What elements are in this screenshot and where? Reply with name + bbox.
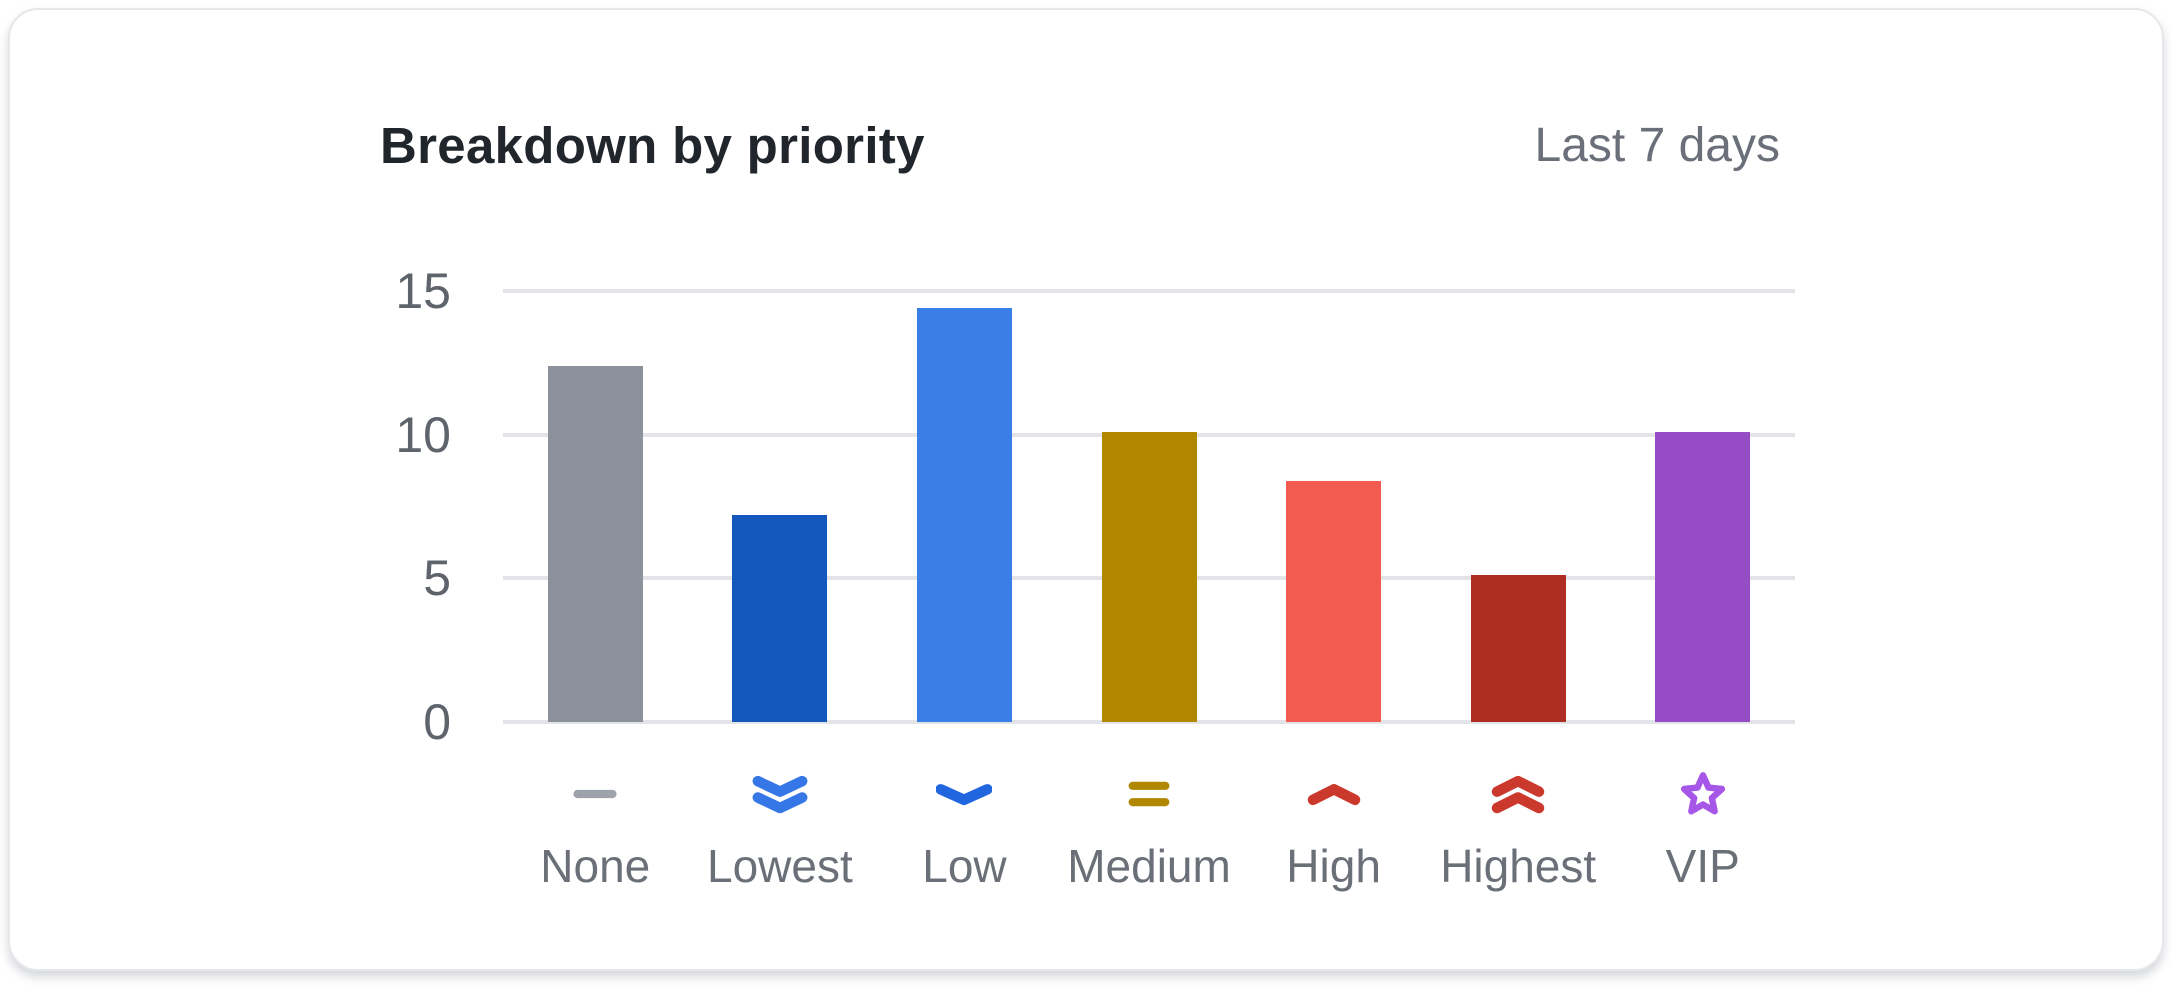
chevron-up-icon — [1306, 755, 1362, 833]
y-tick-label: 5 — [423, 550, 451, 607]
category-low: Low — [872, 755, 1057, 889]
bar-slot — [1057, 291, 1242, 722]
chart-title: Breakdown by priority — [380, 117, 925, 174]
bar-slot — [1241, 291, 1426, 722]
category-high: High — [1241, 755, 1426, 889]
equals-icon — [1121, 755, 1177, 833]
y-tick-label: 15 — [395, 263, 451, 319]
bar-low[interactable] — [916, 308, 1012, 722]
gridline — [503, 289, 1795, 293]
category-vip: VIP — [1610, 755, 1795, 889]
category-lowest: Lowest — [688, 755, 873, 889]
star-icon — [1675, 755, 1731, 833]
category-label: VIP — [1665, 840, 1740, 892]
category-label: Highest — [1440, 840, 1597, 892]
bar-high[interactable] — [1286, 480, 1382, 722]
chevron-down-icon — [936, 755, 993, 833]
category-none: None — [503, 755, 688, 889]
bar-slot — [1426, 291, 1611, 722]
y-axis: 0 5 10 15 — [340, 266, 477, 747]
bar-slot — [688, 291, 873, 722]
x-axis: None Lowest Low Medium High Highest VIP — [503, 755, 1795, 889]
minus-icon — [567, 755, 623, 833]
chart-header: Breakdown by priority Last 7 days — [380, 116, 1780, 175]
bar-slot — [1610, 291, 1795, 722]
category-highest: Highest — [1426, 755, 1611, 889]
y-tick-label: 10 — [395, 406, 451, 463]
bar-slot — [872, 291, 1057, 722]
bars-layer — [503, 291, 1795, 722]
category-medium: Medium — [1057, 755, 1242, 889]
y-tick-label: 0 — [423, 694, 451, 750]
category-label: Lowest — [706, 840, 853, 892]
bar-slot — [503, 291, 688, 722]
double-chevron-up-icon — [1490, 755, 1546, 833]
priority-chart-card: Breakdown by priority Last 7 days 0 5 10 15… — [8, 8, 2164, 971]
period-label[interactable]: Last 7 days — [1534, 119, 1780, 172]
category-label: Medium — [1067, 840, 1231, 892]
bar-vip[interactable] — [1655, 431, 1751, 722]
bar-medium[interactable] — [1101, 431, 1197, 722]
category-label: High — [1286, 840, 1381, 892]
double-chevron-down-icon — [752, 755, 808, 833]
category-label: Low — [922, 840, 1007, 892]
bar-highest[interactable] — [1470, 575, 1566, 722]
gridline — [503, 720, 1795, 724]
bar-none[interactable] — [547, 365, 643, 722]
bar-lowest[interactable] — [732, 515, 828, 722]
plot-area — [503, 289, 1795, 724]
category-label: None — [540, 840, 651, 892]
